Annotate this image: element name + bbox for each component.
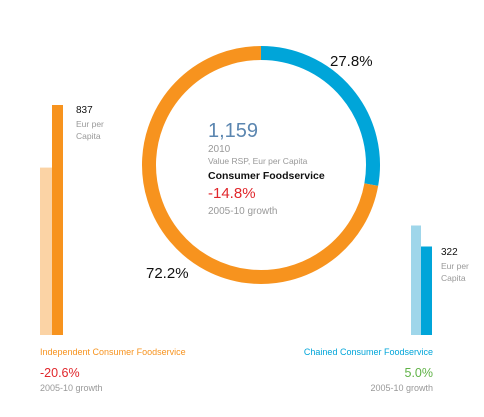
chart-title: Consumer Foodservice <box>208 170 325 182</box>
donut-slice-chained <box>260 46 380 186</box>
chained-value-label: 322 <box>441 247 458 258</box>
slice-label-independent: 72.2% <box>146 265 189 282</box>
chained-title: Chained Consumer Foodservice <box>304 347 433 357</box>
independent-value-label: 837 <box>76 105 93 116</box>
total-growth-value: -14.8% <box>208 185 256 202</box>
total-year: 2010 <box>208 144 231 155</box>
donut-chart <box>142 46 380 284</box>
slice-label-chained: 27.8% <box>330 53 373 70</box>
donut-slice-independent <box>142 46 379 284</box>
chained-unit-line-2: Capita <box>441 273 466 283</box>
chained-growth-label: 2005-10 growth <box>370 383 433 393</box>
independent-growth-label: 2005-10 growth <box>40 383 103 393</box>
independent-bars <box>40 105 63 335</box>
total-value: 1,159 <box>208 120 258 142</box>
total-unit: Value RSP, Eur per Capita <box>208 156 308 166</box>
bar-independent-2010 <box>52 105 63 335</box>
chained-bars <box>411 225 432 335</box>
chained-growth-value: 5.0% <box>405 366 434 380</box>
independent-title: Independent Consumer Foodservice <box>40 347 186 357</box>
independent-unit-line-1: Eur per <box>76 119 104 129</box>
total-growth-label: 2005-10 growth <box>208 206 278 217</box>
bar-chained-2005 <box>411 225 421 335</box>
chained-unit-line-1: Eur per <box>441 261 469 271</box>
independent-unit-line-2: Capita <box>76 131 101 141</box>
independent-growth-value: -20.6% <box>40 366 80 380</box>
bar-chained-2010 <box>421 246 432 335</box>
bar-independent-2005 <box>40 167 52 335</box>
